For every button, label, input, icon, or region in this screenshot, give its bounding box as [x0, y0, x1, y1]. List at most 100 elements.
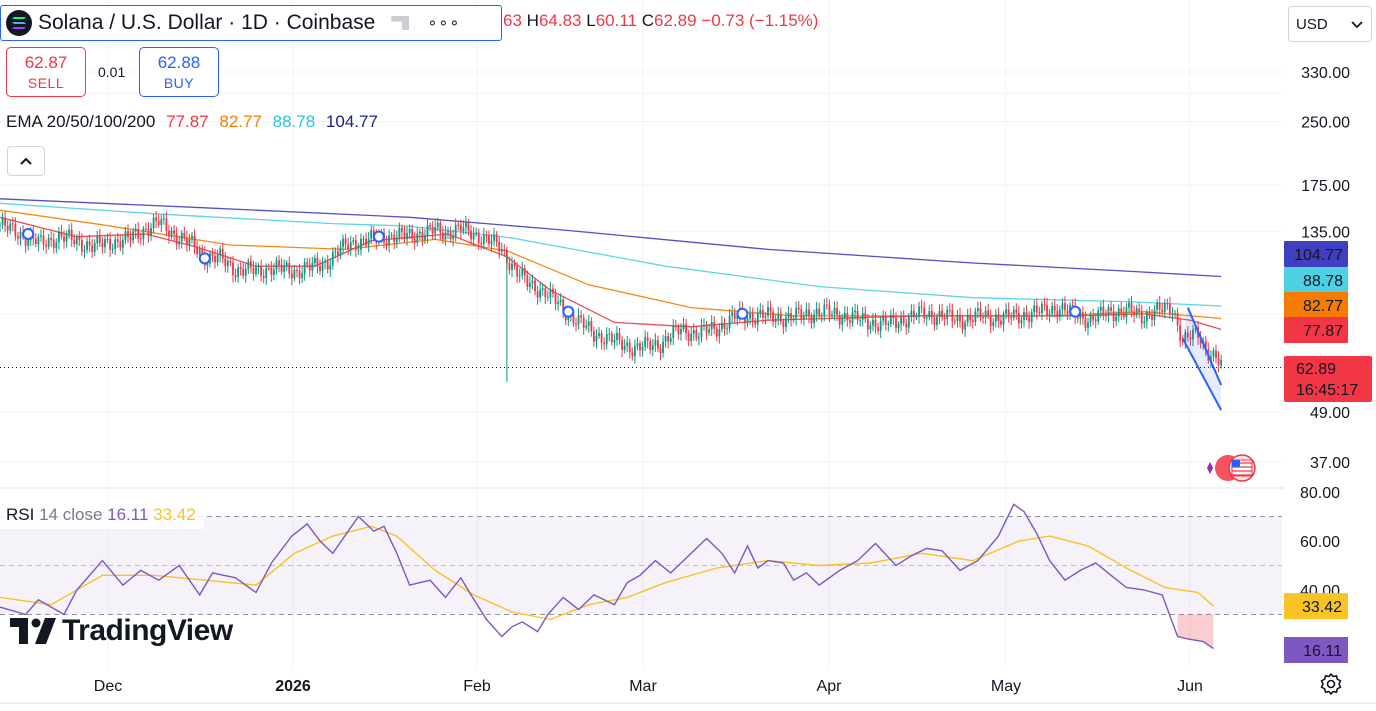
candle-body — [1041, 303, 1043, 314]
candle-body — [444, 232, 447, 240]
candle-body — [956, 314, 959, 322]
candle-body — [966, 314, 969, 323]
time-tick-label: May — [991, 678, 1021, 695]
candle-body — [180, 232, 183, 242]
candle-body — [114, 239, 117, 249]
time-tick-label: Apr — [817, 678, 843, 695]
candle-body — [1102, 306, 1105, 316]
candle-body — [1181, 340, 1184, 342]
candle-body — [718, 329, 721, 337]
currency-label: USD — [1296, 15, 1328, 33]
candle-body — [595, 335, 598, 342]
candle-body — [457, 224, 460, 226]
candle-body — [439, 222, 442, 233]
buy-button[interactable]: 62.88 BUY — [139, 47, 219, 97]
candle-body — [447, 231, 449, 233]
candle-body — [728, 315, 731, 329]
candle-body — [923, 307, 926, 319]
candle-body — [421, 232, 424, 240]
candle-body — [864, 313, 867, 320]
candle-body — [767, 307, 769, 317]
candle-body — [1194, 327, 1197, 330]
candle-body — [697, 337, 700, 339]
candle-body — [390, 234, 393, 236]
candle-body — [1076, 316, 1079, 319]
symbol-title: Solana / U.S. Dollar · 1D · Coinbase — [38, 11, 376, 34]
candle-body — [823, 304, 826, 316]
candle-body — [977, 308, 979, 312]
candle-body — [434, 227, 437, 234]
candle-body — [1043, 303, 1046, 305]
candle-body — [1115, 316, 1118, 322]
candle-body — [813, 314, 815, 324]
candle-body — [833, 307, 836, 314]
candle-body — [393, 234, 396, 243]
candle-body — [42, 235, 45, 245]
candle-body — [426, 225, 429, 237]
settings-gear-icon[interactable] — [1319, 672, 1343, 696]
ohlc-high: 64.83 — [538, 11, 582, 30]
candle-body — [772, 311, 775, 322]
rsi-legend[interactable]: RSI 14 close 16.11 33.42 — [0, 502, 204, 529]
candle-body — [577, 315, 580, 325]
ema-legend[interactable]: EMA 20/50/100/200 77.87 82.77 88.78 104.… — [6, 112, 384, 132]
rsi-line — [0, 503, 1214, 650]
candle-body — [523, 268, 526, 276]
candle-body — [1184, 332, 1187, 342]
candle-body — [6, 225, 9, 231]
symbol-header[interactable]: Solana / U.S. Dollar · 1D · Coinbase ∘∘∘ — [0, 5, 502, 41]
candle-body — [987, 310, 990, 316]
candle-body — [953, 320, 956, 322]
candle-body — [83, 249, 86, 252]
sell-button[interactable]: 62.87 SELL — [6, 47, 86, 97]
candle-body — [1099, 306, 1102, 311]
candle-body — [892, 314, 895, 318]
candle-body — [925, 317, 928, 319]
tradingview-logo[interactable]: TradingView — [10, 614, 233, 648]
candle-body — [1051, 305, 1054, 314]
candle-body — [480, 242, 483, 245]
tradingview-wordmark: TradingView — [62, 614, 233, 647]
candle-body — [273, 269, 275, 275]
candle-body — [252, 267, 255, 274]
candle-body — [575, 323, 577, 325]
candle-body — [1128, 302, 1130, 308]
currency-selector[interactable]: USD — [1288, 6, 1372, 42]
candle-body — [657, 340, 659, 349]
candle-body — [1156, 302, 1159, 310]
candle-body — [997, 314, 1000, 321]
candle-body — [902, 317, 905, 324]
candle-body — [521, 268, 524, 276]
collapse-legend-button[interactable] — [7, 146, 45, 176]
candle-body — [165, 218, 168, 231]
flag-icon[interactable] — [391, 16, 410, 30]
sell-label: SELL — [27, 75, 65, 91]
candle-body — [0, 224, 1, 226]
candle-body — [887, 323, 890, 325]
candle-body — [441, 232, 444, 240]
candle-body — [1089, 315, 1092, 323]
candle-body — [278, 260, 280, 266]
candle-body — [751, 313, 754, 322]
candle-body — [111, 248, 114, 250]
candle-body — [306, 262, 309, 265]
candle-body — [1020, 320, 1023, 324]
candle-body — [984, 310, 987, 318]
candle-body — [459, 224, 462, 232]
time-tick-label: Mar — [629, 678, 657, 695]
candle-body — [649, 341, 652, 350]
candle-body — [88, 241, 91, 246]
candle-body — [196, 246, 199, 255]
candle-body — [841, 318, 844, 325]
more-options-icon[interactable]: ∘∘∘ — [427, 15, 461, 32]
candle-body — [910, 310, 913, 318]
candle-body — [137, 228, 140, 239]
candle-body — [1038, 312, 1041, 314]
candle-body — [349, 241, 352, 250]
candle-body — [1033, 305, 1036, 312]
candle-body — [401, 227, 403, 233]
candle-body — [416, 233, 419, 243]
candle-body — [708, 329, 711, 333]
